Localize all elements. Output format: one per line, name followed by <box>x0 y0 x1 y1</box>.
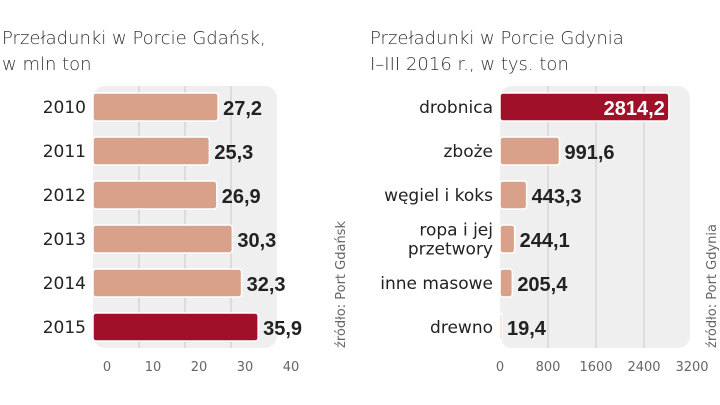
category-label: drewno <box>430 318 493 338</box>
bar <box>499 268 514 298</box>
value-label: 244,1 <box>520 230 570 252</box>
x-tick-label: 40 <box>283 360 300 375</box>
value-label: 991,6 <box>564 142 614 164</box>
chart-subtitle: w mln ton <box>2 54 92 75</box>
bar <box>92 180 218 210</box>
category-label: 2011 <box>43 142 86 162</box>
category-label: drobnica <box>419 98 493 118</box>
category-label: 2014 <box>43 274 86 294</box>
category-label: zboże <box>444 142 494 162</box>
value-label: 30,3 <box>237 230 276 252</box>
value-label: 19,4 <box>507 318 547 340</box>
category-label: węgiel i koks <box>384 186 493 206</box>
chart-title: Przeładunki w Porcie Gdańsk, <box>2 28 266 49</box>
value-label: 32,3 <box>247 274 286 296</box>
category-label: 2015 <box>43 318 86 338</box>
bar <box>92 224 234 254</box>
x-tick-label: 800 <box>536 360 561 375</box>
x-tick-label: 0 <box>103 360 111 375</box>
bar <box>499 136 561 166</box>
x-tick-label: 10 <box>145 360 162 375</box>
value-label: 35,9 <box>263 318 302 340</box>
bar <box>499 312 503 342</box>
x-tick-label: 20 <box>191 360 208 375</box>
value-label: 26,9 <box>222 186 261 208</box>
category-label: 2012 <box>43 186 86 206</box>
bar <box>92 312 259 342</box>
bar <box>92 268 243 298</box>
value-label: 443,3 <box>532 186 582 208</box>
bar <box>92 92 219 122</box>
bar <box>499 180 528 210</box>
value-label: 205,4 <box>517 274 568 296</box>
category-label: 2013 <box>43 230 86 250</box>
category-label: inne masowe <box>380 274 493 294</box>
category-label: 2010 <box>43 98 86 118</box>
value-label: 2814,2 <box>604 98 665 120</box>
plot-panel <box>500 86 690 348</box>
x-tick-label: 30 <box>237 360 254 375</box>
x-tick-label: 2400 <box>627 360 660 375</box>
x-tick-label: 0 <box>496 360 504 375</box>
bar <box>499 224 516 254</box>
x-tick-label: 3200 <box>675 360 708 375</box>
value-label: 25,3 <box>214 142 253 164</box>
bar <box>92 136 211 166</box>
category-label: ropa i jej <box>419 221 493 241</box>
category-label: przetwory <box>408 240 493 260</box>
x-tick-label: 1600 <box>579 360 612 375</box>
source-note: źródło: Port Gdynia <box>705 224 720 348</box>
value-label: 27,2 <box>223 98 262 120</box>
chart-title: Przeładunki w Porcie Gdynia <box>370 28 624 49</box>
chart-subtitle: I–III 2016 r., w tys. ton <box>370 54 569 75</box>
source-note: źródło: Port Gdańsk <box>334 221 349 348</box>
bar <box>499 92 670 122</box>
